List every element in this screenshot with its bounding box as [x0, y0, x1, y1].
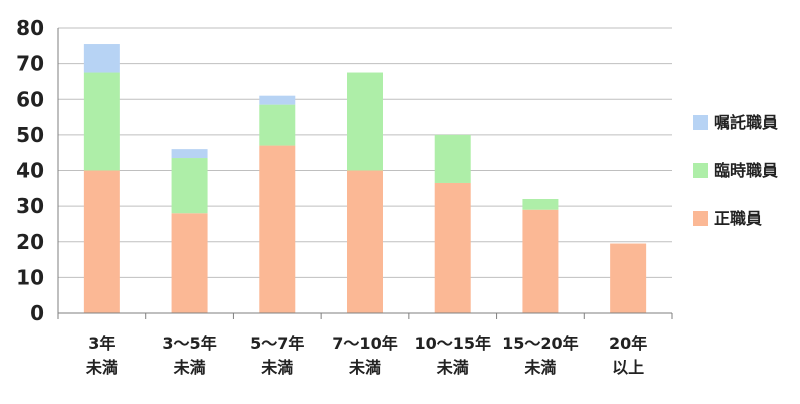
bar-segment [259, 145, 296, 313]
y-tick-label: 10 [16, 265, 44, 289]
bar-segment [434, 182, 471, 313]
bar-segment [83, 44, 120, 73]
bar-segment [522, 199, 559, 210]
bar-segment [347, 170, 383, 313]
x-tick-label: 10～15年 [414, 334, 491, 353]
legend-label: 臨時職員 [714, 161, 778, 180]
x-tick-label: 7～10年 [332, 334, 397, 353]
bar-segment [522, 209, 559, 313]
x-tick-label: 以上 [612, 358, 644, 377]
x-tick-label: 未満 [173, 358, 206, 377]
y-tick-label: 30 [16, 194, 44, 218]
bar-segment [171, 149, 208, 159]
legend-swatch [693, 163, 708, 178]
x-tick-label: 未満 [348, 358, 381, 377]
y-tick-label: 80 [16, 16, 44, 40]
x-tick-label: 未満 [523, 358, 556, 377]
legend-swatch [693, 211, 708, 226]
y-tick-label: 70 [16, 52, 44, 76]
x-tick-label: 20年 [609, 334, 647, 353]
y-tick-label: 60 [16, 87, 44, 111]
legend-swatch [693, 115, 708, 130]
x-tick-label: 未満 [85, 358, 118, 377]
y-tick-label: 20 [16, 230, 44, 254]
y-tick-label: 0 [30, 301, 44, 325]
bar-segment [259, 104, 296, 146]
x-tick-label: 5～7年 [250, 334, 304, 353]
bar-segment [171, 213, 208, 313]
bar-segment [347, 72, 383, 171]
x-tick-label: 3年 [88, 334, 115, 353]
x-tick-label: 未満 [260, 358, 293, 377]
bars [83, 44, 647, 313]
bar-segment [259, 95, 296, 105]
bar-segment [610, 243, 647, 313]
bar-segment [171, 158, 208, 214]
x-tick-label: 15～20年 [502, 334, 579, 353]
legend-label: 正職員 [714, 209, 762, 228]
y-tick-label: 50 [16, 123, 44, 147]
bar-segment [434, 134, 471, 183]
x-tick-label: 3～5年 [162, 334, 216, 353]
x-tick-label: 未満 [436, 358, 469, 377]
bar-segment [83, 170, 120, 313]
legend-label: 嘱託職員 [714, 113, 778, 132]
bar-segment [83, 72, 120, 171]
y-tick-label: 40 [16, 159, 44, 183]
